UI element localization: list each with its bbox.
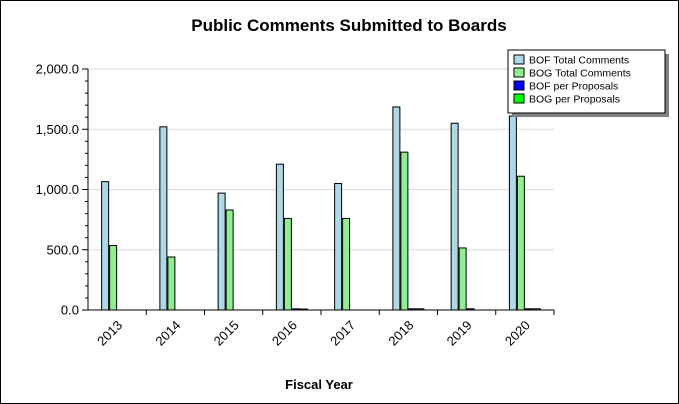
x-tick-label: 2020 <box>502 318 533 349</box>
x-tick-label: 2018 <box>385 318 416 349</box>
legend-label: BOG Total Comments <box>529 68 631 80</box>
bar-bof-total-comments-2014 <box>159 126 168 311</box>
y-tick-label: 1,000.0 <box>36 182 79 197</box>
bar-bof-total-comments-2015 <box>217 192 226 311</box>
bar-bog-total-comments-2019 <box>458 247 467 311</box>
legend-label: BOF Total Comments <box>529 55 629 67</box>
bar-bog-total-comments-2015 <box>225 209 234 311</box>
bar-bof-total-comments-2016 <box>275 163 284 311</box>
legend-swatch <box>513 67 525 78</box>
legend-swatch <box>513 80 525 91</box>
bars <box>101 106 541 311</box>
bar-bof-total-comments-2020 <box>508 115 517 311</box>
axes <box>82 68 555 315</box>
x-axis-label: Fiscal Year <box>285 377 353 392</box>
x-tick-label: 2016 <box>269 318 300 349</box>
bar-bof-total-comments-2013 <box>101 181 110 311</box>
bar-bof-total-comments-2019 <box>450 122 459 311</box>
x-tick-label: 2013 <box>94 318 125 349</box>
gridlines <box>88 68 554 251</box>
bar-bog-total-comments-2020 <box>516 175 525 311</box>
legend-box <box>507 49 666 114</box>
bar-bog-total-comments-2018 <box>400 151 409 311</box>
y-tick-label: 0.0 <box>61 303 79 318</box>
bar-bog-total-comments-2014 <box>167 256 176 311</box>
legend-label: BOF per Proposals <box>529 81 618 93</box>
y-tick-labels: 0.0 500.0 1,000.0 1,500.0 2,000.0 <box>36 62 79 318</box>
x-tick-label: 2019 <box>444 318 475 349</box>
bar-bog-total-comments-2013 <box>109 245 118 311</box>
legend-label: BOG per Proposals <box>529 94 620 106</box>
x-tick-labels: 2013 2014 2015 2016 2017 2018 2019 2020 <box>94 318 533 349</box>
y-tick-label: 1,500.0 <box>36 122 79 137</box>
bar-bog-total-comments-2016 <box>283 217 292 311</box>
x-tick-label: 2014 <box>152 318 183 349</box>
y-tick-label: 2,000.0 <box>36 62 79 77</box>
bar-bog-total-comments-2017 <box>342 217 351 311</box>
chart-title: Public Comments Submitted to Boards <box>191 16 506 35</box>
x-tick-label: 2017 <box>327 318 358 349</box>
legend-swatch <box>513 93 525 104</box>
legend-swatch <box>513 54 525 65</box>
bar-bof-total-comments-2018 <box>392 106 401 311</box>
y-tick-label: 500.0 <box>46 242 79 257</box>
bar-bof-total-comments-2017 <box>334 182 343 311</box>
x-tick-label: 2015 <box>211 318 242 349</box>
